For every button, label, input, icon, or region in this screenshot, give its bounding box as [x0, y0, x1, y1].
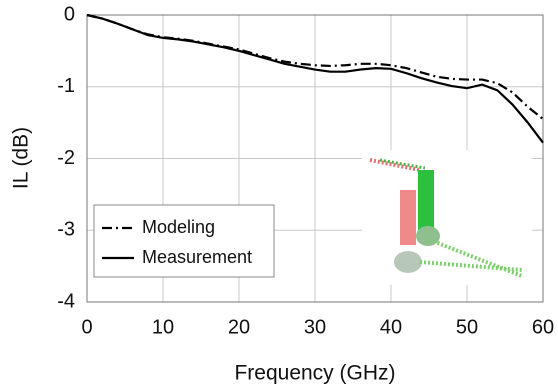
chart: Frequency (GHz) IL (dB) 0 10 20 30 40 50 60 -4 -…	[0, 0, 558, 388]
inset-ball	[416, 226, 440, 246]
y-tick-label: -4	[57, 290, 75, 312]
x-tick-label: 60	[532, 316, 554, 338]
inset-via	[400, 190, 416, 245]
x-tick-label: 20	[228, 316, 250, 338]
y-tick-label: -3	[57, 219, 75, 241]
legend: Modeling Measurement	[94, 205, 274, 277]
x-tick-label: 50	[456, 316, 478, 338]
x-tick-label: 30	[304, 316, 326, 338]
inset-ball	[394, 251, 422, 273]
y-tick-label: 0	[64, 3, 75, 25]
inset-background	[362, 150, 532, 285]
y-axis-label: IL (dB)	[10, 127, 33, 189]
x-axis-label: Frequency (GHz)	[234, 362, 395, 385]
legend-label: Modeling	[142, 217, 215, 237]
y-tick-label: -2	[57, 147, 75, 169]
y-tick-label: -1	[57, 75, 75, 97]
x-tick-label: 0	[81, 316, 92, 338]
x-tick-label: 40	[380, 316, 402, 338]
legend-label: Measurement	[142, 247, 252, 267]
inset-via	[418, 170, 434, 230]
x-tick-label: 10	[152, 316, 174, 338]
inset-structure	[362, 150, 532, 285]
